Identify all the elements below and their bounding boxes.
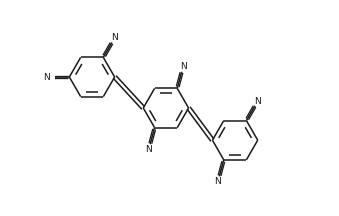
Text: N: N <box>43 73 50 81</box>
Text: N: N <box>180 62 186 71</box>
Text: N: N <box>111 33 118 43</box>
Text: N: N <box>145 145 152 154</box>
Text: N: N <box>254 97 261 106</box>
Text: N: N <box>215 177 221 186</box>
